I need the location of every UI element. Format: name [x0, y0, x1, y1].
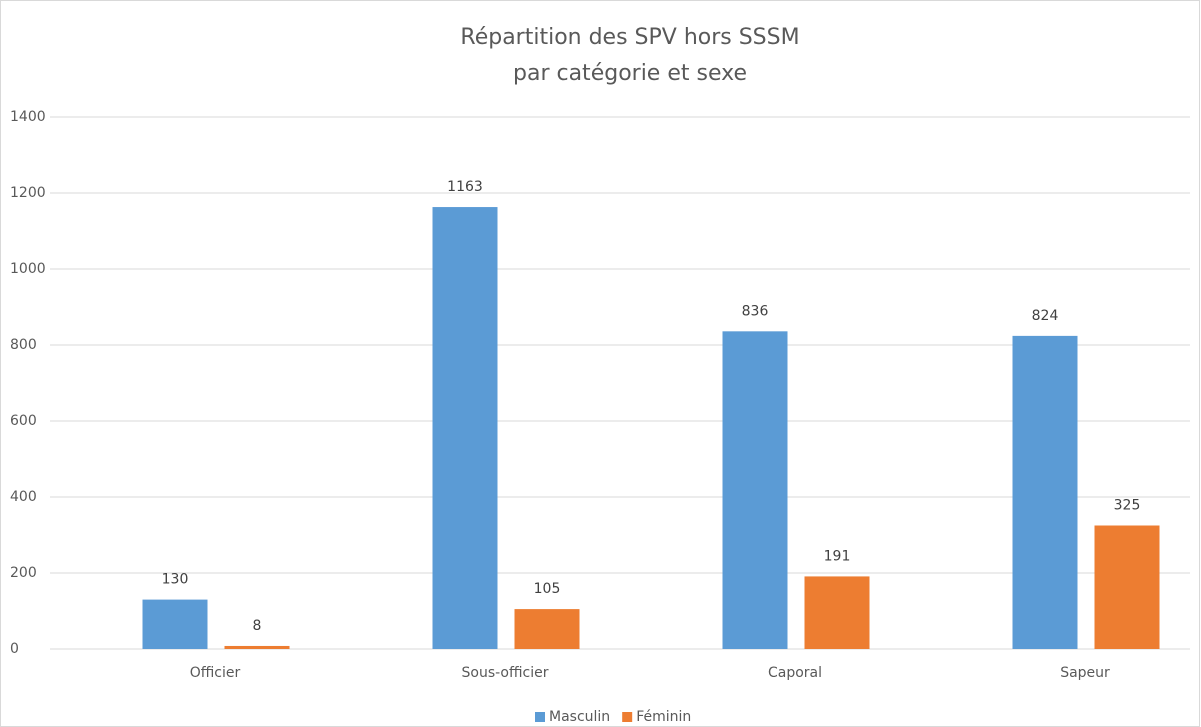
x-tick-label: Sous-officier — [462, 665, 549, 681]
bar — [722, 331, 788, 649]
data-label: 8 — [253, 618, 262, 634]
legend-swatch — [622, 712, 633, 722]
y-tick-label: 1400 — [10, 109, 46, 125]
x-tick-label: Officier — [190, 665, 241, 681]
data-label: 824 — [1032, 308, 1059, 324]
bar — [142, 599, 208, 649]
bar — [804, 576, 870, 649]
data-label: 836 — [742, 303, 769, 319]
bar — [432, 207, 498, 649]
chart-title: par catégorie et sexe — [513, 61, 747, 86]
chart-title: Répartition des SPV hors SSSM — [460, 25, 799, 50]
y-tick-label: 1200 — [10, 185, 46, 201]
bar — [1094, 525, 1160, 649]
y-tick-label: 400 — [10, 489, 37, 505]
legend-label: Féminin — [636, 709, 691, 725]
data-label: 191 — [824, 548, 851, 564]
x-tick-label: Sapeur — [1060, 665, 1110, 681]
data-label: 325 — [1114, 498, 1141, 514]
legend-label: Masculin — [549, 709, 610, 725]
data-label: 105 — [534, 581, 561, 597]
y-tick-label: 200 — [10, 565, 37, 581]
bar — [224, 645, 290, 649]
y-tick-label: 0 — [10, 641, 19, 657]
x-tick-label: Caporal — [768, 665, 822, 681]
y-tick-label: 600 — [10, 413, 37, 429]
bar — [1012, 335, 1078, 649]
bar — [514, 609, 580, 649]
y-tick-label: 1000 — [10, 261, 46, 277]
legend-swatch — [535, 712, 545, 722]
y-tick-label: 800 — [10, 337, 37, 353]
data-label: 130 — [162, 572, 189, 588]
data-label: 1163 — [447, 179, 483, 195]
